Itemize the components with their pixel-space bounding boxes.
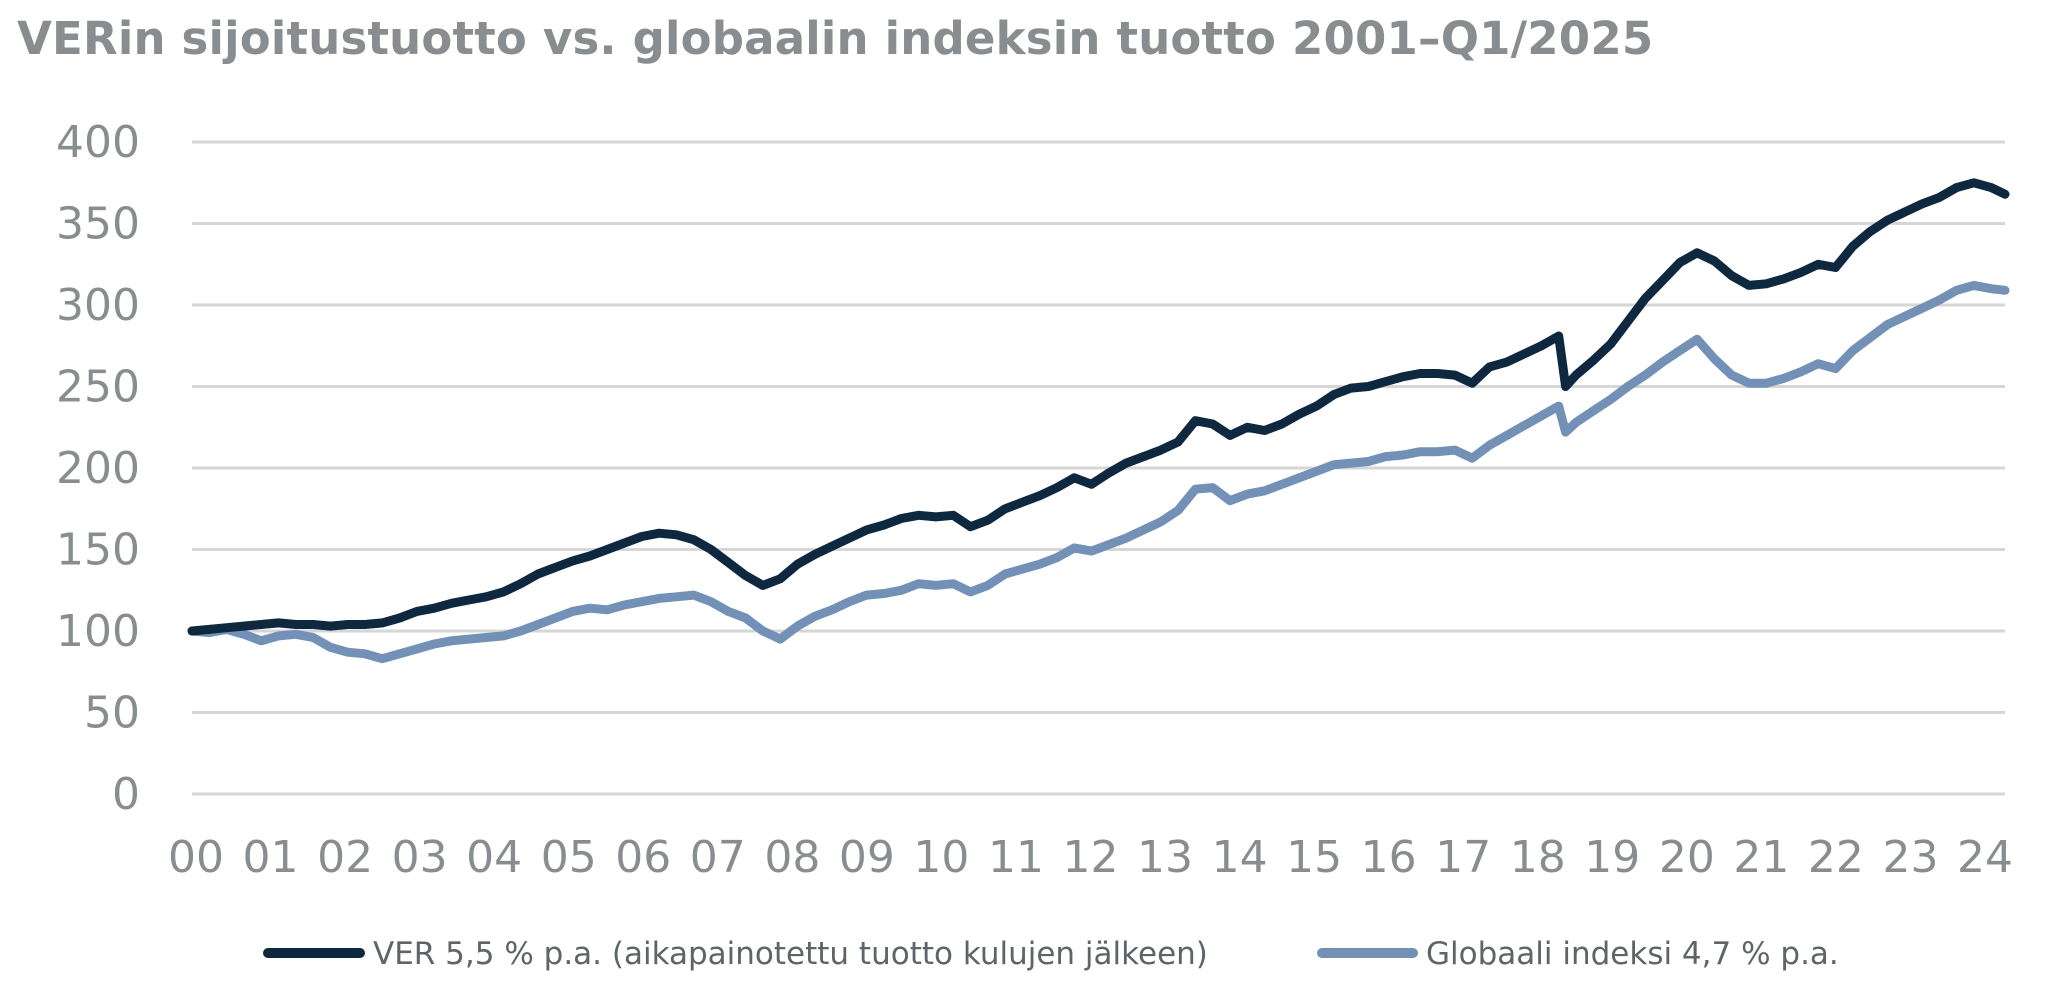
y-tick-label-50: 50: [84, 688, 140, 739]
series-lines: [187, 178, 2010, 664]
y-tick-label-0: 0: [112, 769, 140, 820]
x-tick-label-16: 16: [1361, 832, 1417, 883]
x-tick-label-23: 23: [1882, 832, 1938, 883]
x-tick-label-02: 02: [317, 832, 373, 883]
x-tick-label-24: 24: [1957, 832, 2013, 883]
x-tick-label-01: 01: [243, 832, 299, 883]
y-tick-label-300: 300: [56, 280, 140, 331]
x-tick-label-09: 09: [839, 832, 895, 883]
x-tick-label-22: 22: [1808, 832, 1864, 883]
x-tick-label-19: 19: [1584, 832, 1640, 883]
y-tick-label-350: 350: [56, 199, 140, 250]
grid-lines: [192, 140, 2005, 796]
series-line-global-index: [187, 280, 2010, 664]
x-tick-label-08: 08: [764, 832, 820, 883]
y-tick-label-100: 100: [56, 606, 140, 657]
x-tick-label-18: 18: [1510, 832, 1566, 883]
x-tick-label-00: 00: [168, 832, 224, 883]
x-tick-label-11: 11: [988, 832, 1044, 883]
legend: VER 5,5 % p.a. (aikapainotettu tuotto ku…: [263, 936, 1839, 972]
legend-label-global-index: Globaali indeksi 4,7 % p.a.: [1426, 936, 1839, 972]
x-tick-label-15: 15: [1286, 832, 1342, 883]
x-tick-label-07: 07: [690, 832, 746, 883]
y-axis-tick-labels: 0 50 100 150 200 250 300 350 400: [56, 117, 140, 820]
x-tick-label-13: 13: [1137, 832, 1193, 883]
x-axis-tick-labels: 00 01 02 03 04 05 06 07 08 09 10 11 12 13 14 15 16 17 18 19…: [168, 832, 2013, 883]
y-tick-label-400: 400: [56, 117, 140, 168]
x-tick-label-03: 03: [392, 832, 448, 883]
x-tick-label-05: 05: [541, 832, 597, 883]
x-tick-label-10: 10: [913, 832, 969, 883]
x-tick-label-14: 14: [1212, 832, 1268, 883]
y-tick-label-150: 150: [56, 525, 140, 576]
x-tick-label-21: 21: [1733, 832, 1789, 883]
x-tick-label-20: 20: [1659, 832, 1715, 883]
series-line-ver: [187, 178, 2010, 636]
legend-label-ver: VER 5,5 % p.a. (aikapainotettu tuotto ku…: [373, 936, 1208, 972]
x-tick-label-17: 17: [1435, 832, 1491, 883]
x-tick-label-12: 12: [1063, 832, 1119, 883]
chart-title: VERin sijoitustuotto vs. globaalin indek…: [17, 12, 1654, 65]
x-tick-label-04: 04: [466, 832, 522, 883]
y-tick-label-250: 250: [56, 362, 140, 413]
x-tick-label-06: 06: [615, 832, 671, 883]
y-tick-label-200: 200: [56, 443, 140, 494]
